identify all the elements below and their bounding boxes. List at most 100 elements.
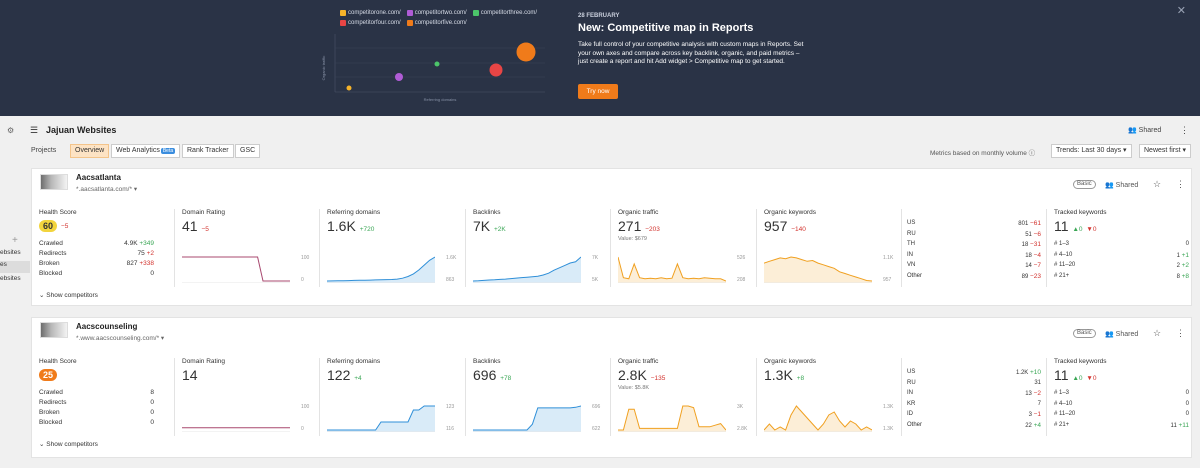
dr-value[interactable]: 14: [182, 367, 198, 383]
position-bucket-value[interactable]: 8 +8: [1134, 273, 1189, 280]
info-icon[interactable]: ⓘ: [1028, 150, 1036, 157]
bl-sparkline: [473, 405, 581, 432]
ok-sparkline-area: [764, 406, 872, 432]
rd-delta: +4: [354, 375, 362, 382]
card-shared-button[interactable]: 👥 Shared: [1105, 330, 1138, 338]
show-competitors-toggle[interactable]: ⌄ Show competitors: [39, 440, 98, 448]
project-name[interactable]: Aacscounseling: [76, 322, 138, 331]
star-icon[interactable]: ☆: [1153, 328, 1162, 338]
position-bucket-value[interactable]: 0: [1134, 390, 1189, 396]
position-bucket-value[interactable]: 2 +2: [1134, 262, 1189, 269]
project-url[interactable]: *.www.aacscounseling.com/* ▾: [76, 335, 165, 342]
health-score-badge[interactable]: 60: [39, 220, 57, 232]
bl-sparkline-line: [473, 405, 581, 431]
ok-value[interactable]: 957 −140: [764, 218, 806, 234]
country-value[interactable]: 1.2K +10: [985, 369, 1041, 376]
more-options-icon[interactable]: ⋮: [1180, 125, 1189, 135]
crawl-broken-value[interactable]: 827 +338: [102, 260, 154, 267]
ok-value[interactable]: 1.3K +8: [764, 367, 804, 383]
metrics-note-text: Metrics based on monthly volume: [930, 150, 1027, 157]
crawl-redirects-value[interactable]: 75 +2: [102, 250, 154, 257]
country-value[interactable]: 14 −7: [985, 262, 1041, 269]
health-score-badge[interactable]: 25: [39, 369, 57, 381]
country-delta: +10: [1029, 369, 1041, 376]
legend-label: competitorthree.com/: [480, 10, 538, 16]
sidebar-item-1[interactable]: ebsites: [0, 249, 21, 256]
tracked-keywords-label: Tracked keywords: [1054, 358, 1107, 365]
tab-rank-tracker[interactable]: Rank Tracker: [182, 144, 234, 158]
country-value[interactable]: 18 −31: [985, 241, 1041, 248]
project-name[interactable]: Aacsatlanta: [76, 173, 121, 182]
tracked-keywords-value[interactable]: 11 ▲0 ▼0: [1054, 218, 1096, 234]
sidebar-item-2[interactable]: es: [0, 261, 30, 273]
more-options-icon[interactable]: ⋮: [1176, 179, 1185, 189]
position-bucket-label: # 21+: [1054, 272, 1070, 279]
country-value[interactable]: 22 +4: [985, 422, 1041, 429]
plan-badge: Basic: [1073, 180, 1096, 189]
rd-value[interactable]: 122 +4: [327, 367, 362, 383]
dr-delta: −5: [201, 226, 209, 233]
crawl-blocked-value[interactable]: 0: [102, 270, 154, 277]
bl-value[interactable]: 696 +78: [473, 367, 511, 383]
bl-value[interactable]: 7K +2K: [473, 218, 506, 234]
ot-value[interactable]: 271 −203: [618, 218, 660, 234]
project-url[interactable]: *.aacsatlanta.com/* ▾: [76, 186, 138, 193]
star-icon[interactable]: ☆: [1153, 179, 1162, 189]
position-bucket-value[interactable]: 0: [1134, 411, 1189, 417]
country-delta: −2: [1033, 390, 1041, 397]
show-competitors-toggle[interactable]: ⌄ Show competitors: [39, 291, 98, 299]
sidebar: ⚙ + ebsites es ebsites: [0, 116, 30, 468]
dr-value[interactable]: 41 −5: [182, 218, 209, 234]
card-shared-button[interactable]: 👥 Shared: [1105, 181, 1138, 189]
country-code: KR: [907, 400, 916, 407]
position-bucket-value[interactable]: 11 +11: [1134, 422, 1189, 429]
hamburger-menu-icon[interactable]: ☰: [30, 125, 39, 135]
tracked-keywords-number: 11: [1054, 218, 1069, 234]
rd-number: 122: [327, 367, 351, 383]
legend-swatch: [472, 10, 479, 16]
crawl-crawled-value[interactable]: 8: [102, 389, 154, 396]
legend-swatch: [406, 20, 413, 26]
position-bucket-value[interactable]: 0: [1134, 401, 1189, 407]
crawl-blocked-value[interactable]: 0: [102, 419, 154, 426]
position-bucket-value[interactable]: 1 +1: [1134, 252, 1189, 259]
country-value[interactable]: 18 −4: [985, 252, 1041, 259]
sidebar-item-3[interactable]: ebsites: [0, 275, 21, 282]
ot-sparkline-area: [618, 406, 726, 432]
sort-dropdown[interactable]: Newest first ▾: [1139, 144, 1192, 158]
close-icon[interactable]: ✕: [1176, 5, 1186, 17]
country-value[interactable]: 89 −23: [985, 273, 1041, 280]
crawl-crawled-value[interactable]: 4.9K +349: [102, 240, 154, 247]
gear-icon[interactable]: ⚙: [7, 126, 15, 135]
more-options-icon[interactable]: ⋮: [1176, 328, 1185, 338]
legend-item: competitortwo.com/: [406, 10, 467, 16]
country-value[interactable]: 31: [985, 380, 1041, 386]
tab-overview[interactable]: Overview: [70, 144, 110, 158]
ok-sparkline: [764, 256, 872, 283]
country-value[interactable]: 13 −2: [985, 390, 1041, 397]
country-value[interactable]: 801 −61: [985, 220, 1041, 227]
rd-axis-bottom: 116: [446, 426, 454, 432]
crawl-redirects-value[interactable]: 0: [102, 399, 154, 406]
crawl-broken-value[interactable]: 0: [102, 409, 154, 416]
rd-value[interactable]: 1.6K +720: [327, 218, 374, 234]
trends-dropdown[interactable]: Trends: Last 30 days ▾: [1051, 144, 1132, 158]
shared-label: Shared: [1138, 127, 1162, 134]
tab-gsc[interactable]: GSC: [235, 144, 261, 158]
beta-badge: Beta: [160, 148, 176, 154]
dr-sparkline: [182, 427, 290, 432]
project-card: Aacscounseling *.www.aacscounseling.com/*…: [31, 317, 1192, 458]
country-value[interactable]: 51 −6: [985, 231, 1041, 238]
try-now-button[interactable]: Try now: [578, 84, 618, 99]
ot-axis-bottom: 208: [737, 277, 746, 283]
competitive-map-illustration: Organic traffic Referring domains: [321, 34, 545, 102]
tracked-keywords-value[interactable]: 11 ▲0 ▼0: [1054, 367, 1096, 383]
ot-value[interactable]: 2.8K −135: [618, 367, 665, 383]
position-bucket-value[interactable]: 0: [1134, 241, 1189, 247]
plus-icon[interactable]: +: [12, 235, 18, 246]
country-code: US: [907, 220, 916, 226]
tab-web-analytics[interactable]: Web Analytics Beta: [111, 144, 181, 158]
shared-button[interactable]: 👥 Shared: [1128, 126, 1161, 134]
country-value[interactable]: 3 −1: [985, 411, 1041, 418]
country-value[interactable]: 7: [985, 401, 1041, 407]
